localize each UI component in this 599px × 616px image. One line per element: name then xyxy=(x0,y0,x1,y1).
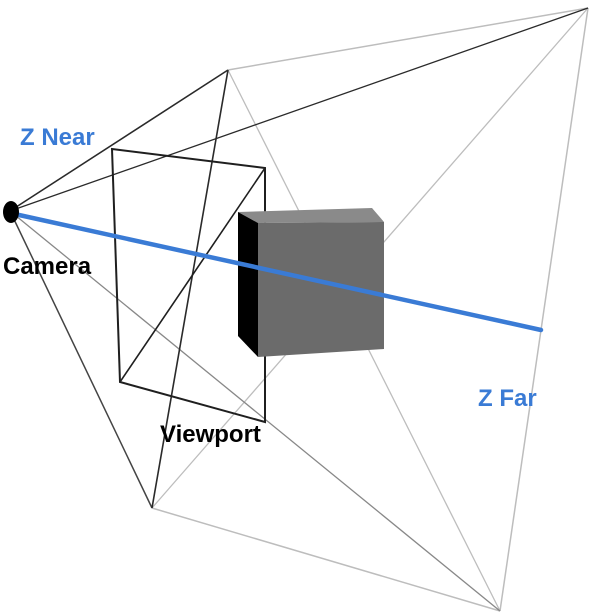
viewport-label: Viewport xyxy=(160,421,261,448)
cube-top-face xyxy=(238,208,384,223)
cube-side-face xyxy=(238,212,258,357)
near-plane-diagonal xyxy=(119,167,266,383)
z-near-label: Z Near xyxy=(20,124,95,151)
camera-label: Camera xyxy=(3,253,92,280)
near-clipping-plane xyxy=(110,147,266,424)
camera-point xyxy=(3,201,19,223)
frustum-edges xyxy=(9,7,589,612)
cube-object xyxy=(238,208,384,357)
z-far-label: Z Far xyxy=(478,385,537,412)
far-plane-front-edge xyxy=(151,69,229,509)
cube-front-face xyxy=(258,222,384,357)
z-axis-line xyxy=(7,210,544,333)
far-clipping-plane xyxy=(151,7,589,612)
